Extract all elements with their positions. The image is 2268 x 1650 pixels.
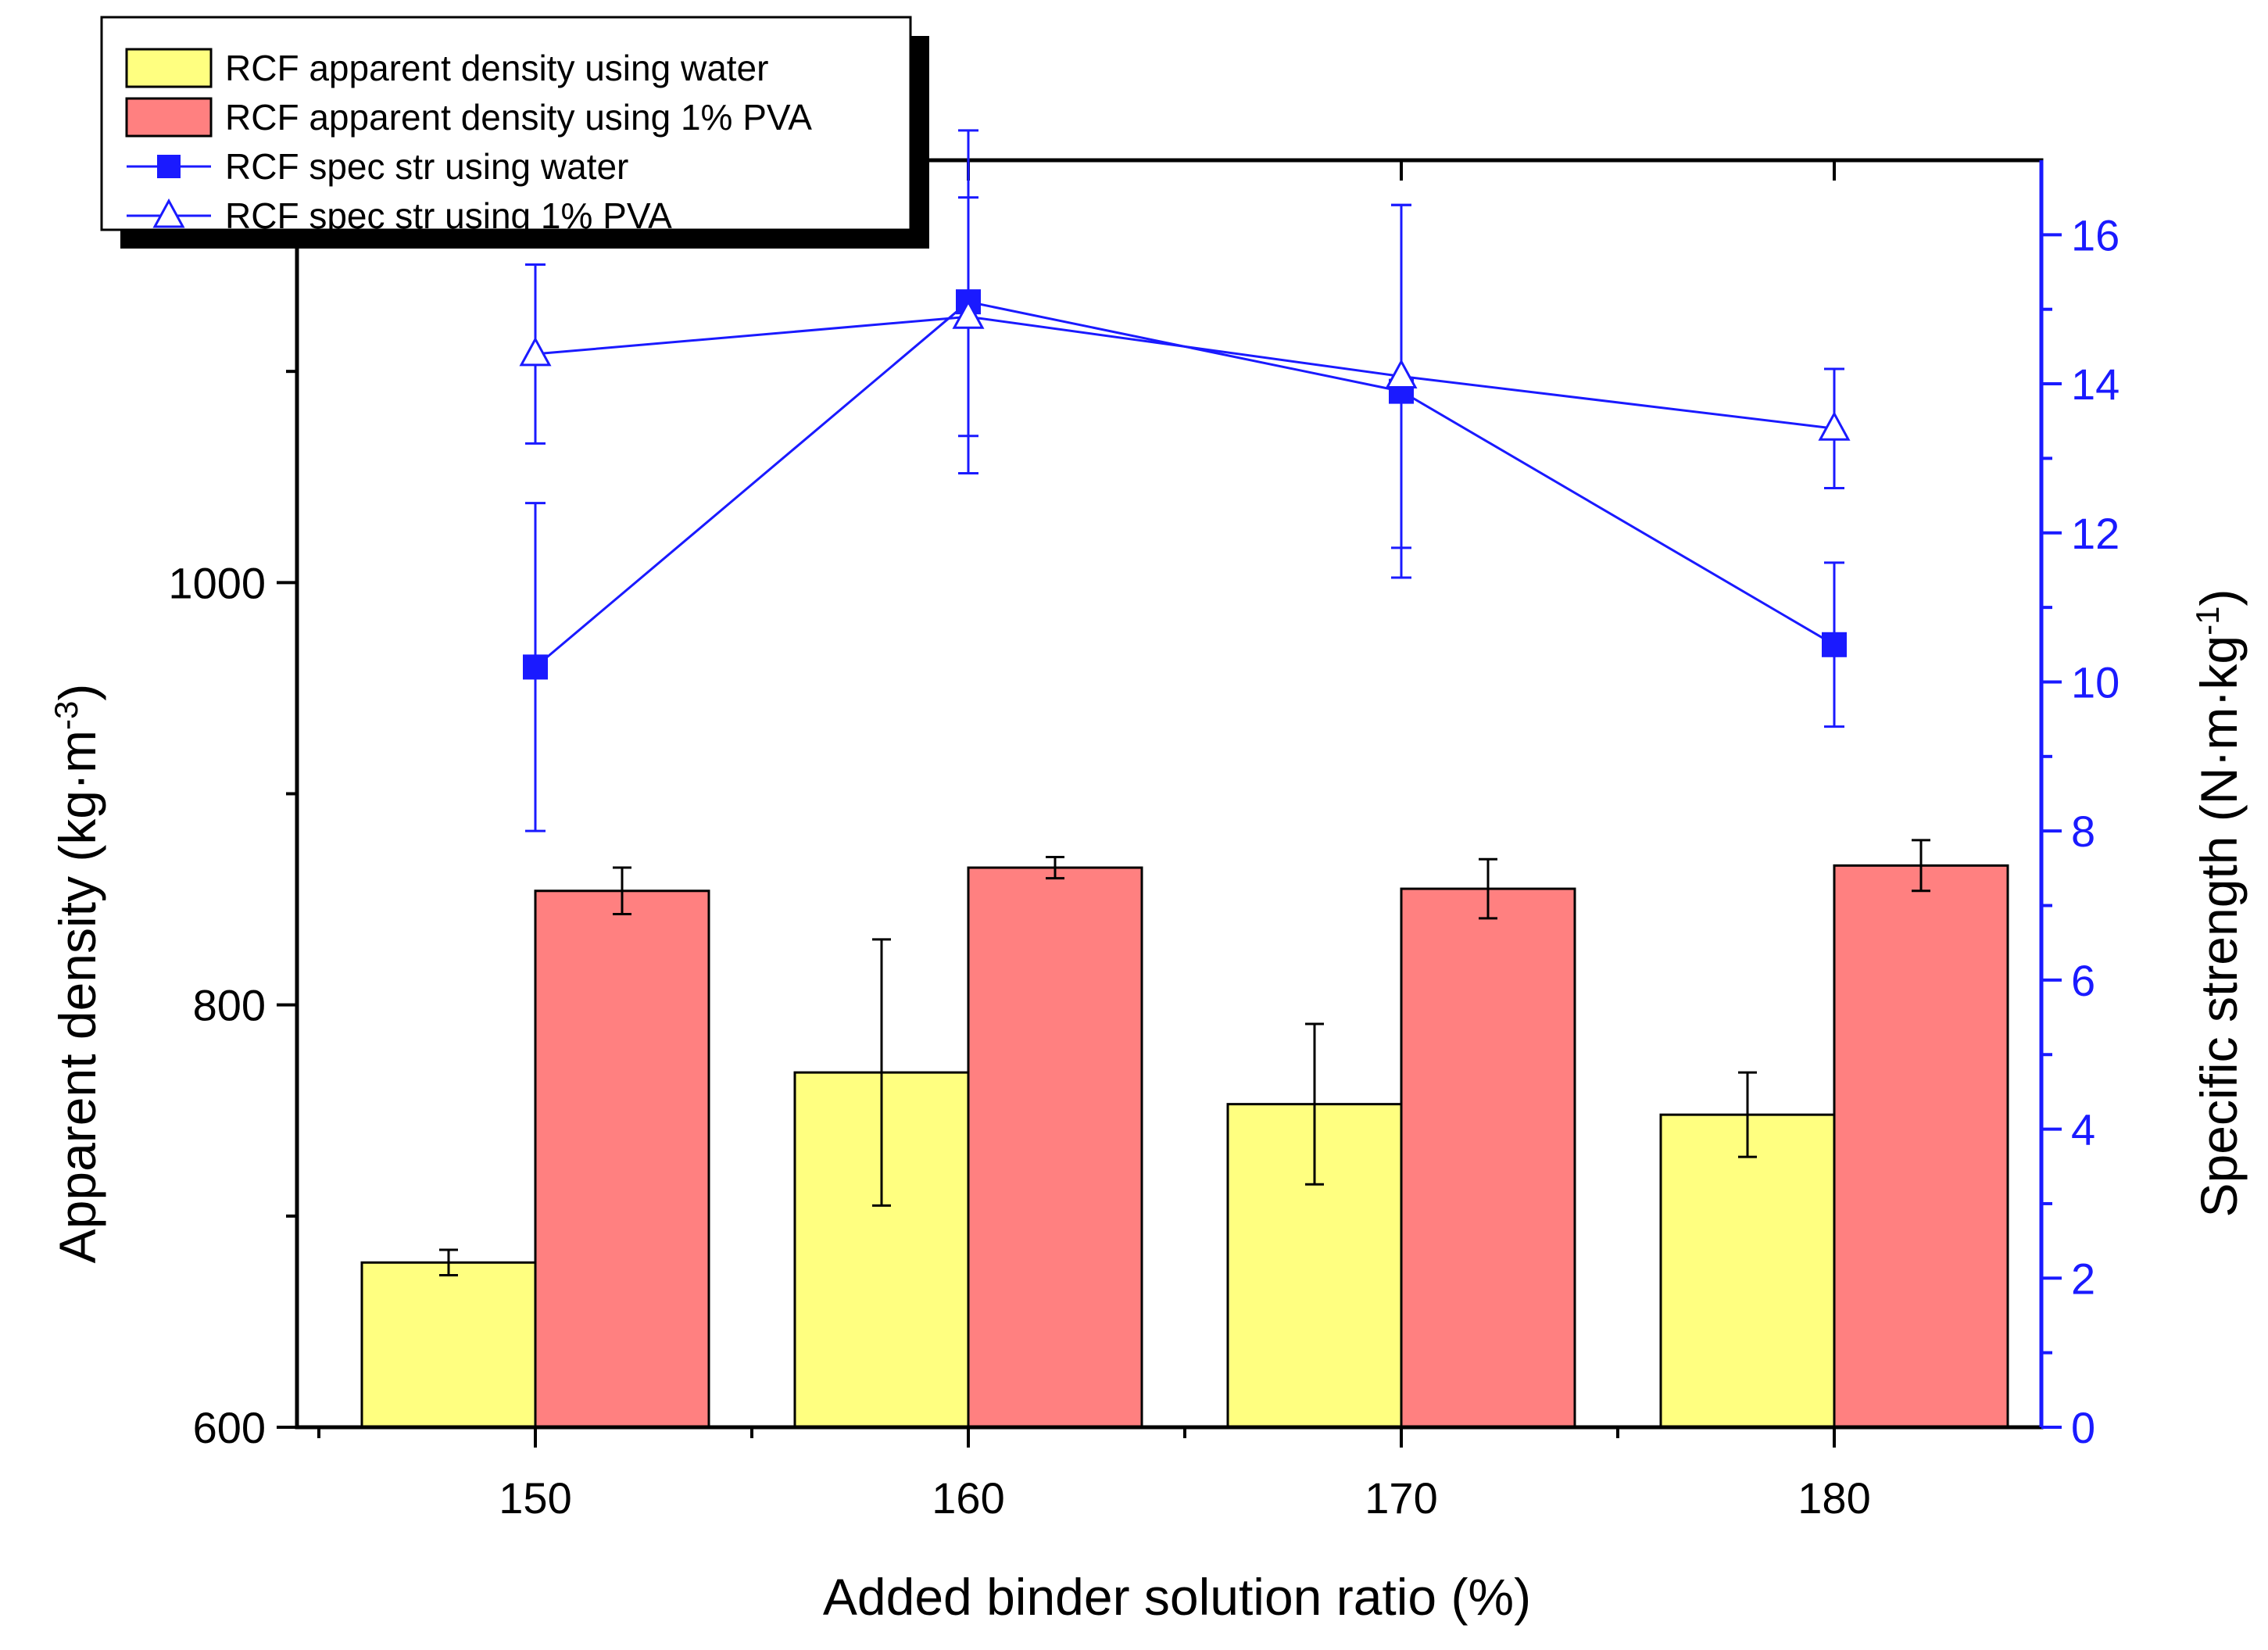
x-tick-label-150: 150 <box>499 1473 571 1523</box>
legend: RCF apparent density using water RCF appa… <box>100 16 929 249</box>
lines-layer <box>519 129 1851 832</box>
right-y-axis: 0 2 4 6 8 10 12 14 16 <box>2039 160 2120 1452</box>
right-tick-label-12: 12 <box>2071 509 2120 558</box>
point-water-180 <box>1822 632 1847 657</box>
legend-marker-square <box>157 155 181 178</box>
bar-error-bars-layer <box>439 839 1930 1276</box>
right-tick-label-0: 0 <box>2071 1403 2095 1452</box>
right-tick-label-6: 6 <box>2071 956 2095 1005</box>
right-tick-label-4: 4 <box>2071 1105 2095 1154</box>
right-tick-label-16: 16 <box>2071 210 2120 259</box>
line-water <box>535 300 1835 668</box>
legend-label-2: RCF spec str using water <box>225 146 628 187</box>
line-pva <box>535 315 1835 430</box>
x-axis-title: Added binder solution ratio (%) <box>823 1568 1531 1626</box>
bar-pva-180 <box>1833 864 2009 1429</box>
legend-label-3: RCF spec str using 1% PVA <box>225 195 672 236</box>
y2-axis-title-sup: -1 <box>2189 607 2226 635</box>
point-water-150 <box>523 654 548 680</box>
right-tick-label-2: 2 <box>2071 1254 2095 1303</box>
y-axis-title-end: ) <box>48 684 106 701</box>
bar-water-180 <box>1659 1113 1836 1429</box>
y-axis-title: Apparent density (kg·m-3) <box>48 684 107 1264</box>
legend-marker-triangle <box>152 198 185 228</box>
left-tick-label-1000: 1000 <box>168 558 266 607</box>
legend-swatch-water <box>125 48 213 88</box>
right-tick-label-8: 8 <box>2071 807 2095 856</box>
left-tick-label-800: 800 <box>193 981 266 1030</box>
point-pva-170 <box>1385 359 1418 389</box>
left-tick-label-600: 600 <box>193 1403 266 1452</box>
y-axis-title-sup: -3 <box>48 701 84 730</box>
y-axis-title-main: Apparent density (kg·m <box>48 730 106 1263</box>
legend-box <box>100 16 912 231</box>
x-tick-label-170: 170 <box>1365 1473 1437 1523</box>
x-tick-label-160: 160 <box>932 1473 1004 1523</box>
x-axis: 150 160 170 180 <box>317 160 1871 1523</box>
legend-label-0: RCF apparent density using water <box>225 48 768 88</box>
legend-label-1: RCF apparent density using 1% PVA <box>225 97 812 138</box>
legend-swatch-pva <box>125 97 213 138</box>
x-tick-label-180: 180 <box>1798 1473 1870 1523</box>
point-pva-160 <box>952 299 985 329</box>
bar-pva-160 <box>967 866 1143 1429</box>
right-tick-label-10: 10 <box>2071 657 2120 707</box>
point-pva-180 <box>1818 411 1851 441</box>
point-pva-150 <box>519 336 552 367</box>
right-tick-label-14: 14 <box>2071 360 2120 409</box>
bars-layer <box>360 864 2009 1429</box>
y2-axis-title-end: ) <box>2190 589 2248 607</box>
y2-axis-title-main: Specific strength (N·m·kg <box>2190 635 2248 1218</box>
bar-pva-170 <box>1400 887 1576 1429</box>
bar-pva-150 <box>534 889 710 1429</box>
left-y-axis: 600 800 1000 <box>168 370 297 1452</box>
bar-water-150 <box>360 1261 537 1429</box>
y2-axis-title: Specific strength (N·m·kg-1) <box>2189 589 2248 1218</box>
